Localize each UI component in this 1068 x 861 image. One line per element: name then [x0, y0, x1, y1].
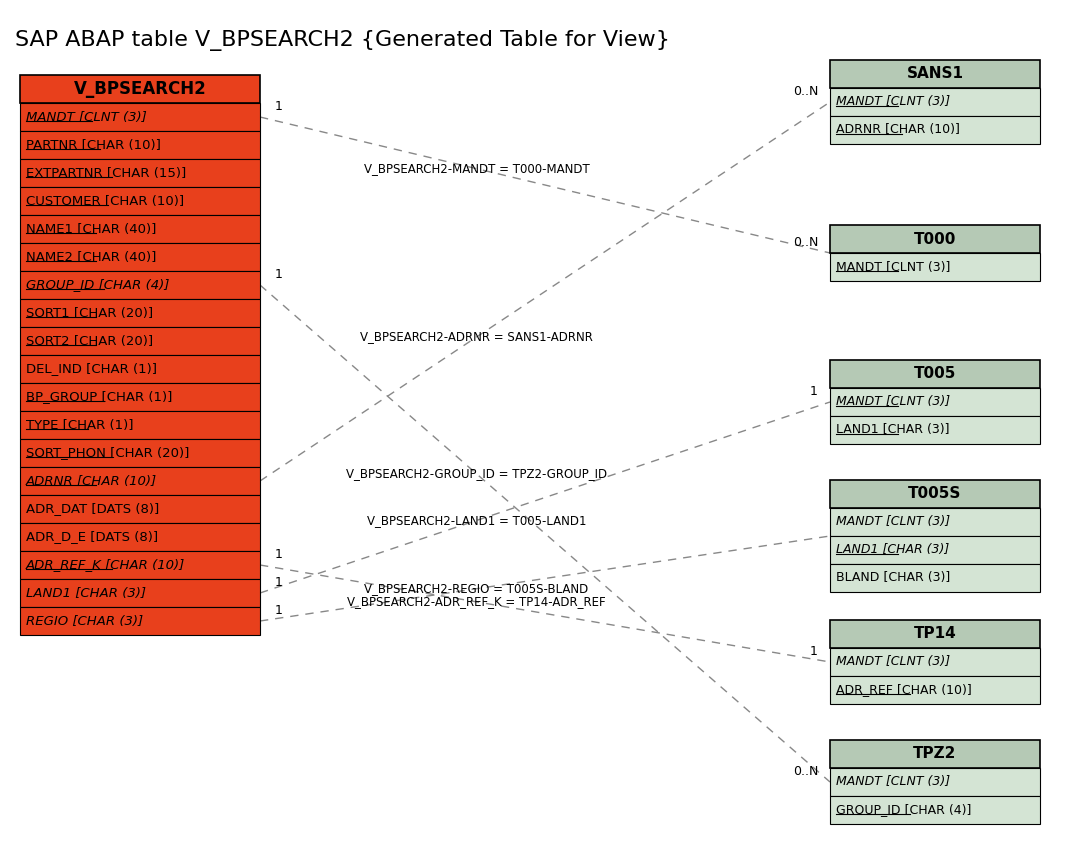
FancyBboxPatch shape: [830, 536, 1040, 564]
Text: NAME1 [CHAR (40)]: NAME1 [CHAR (40)]: [26, 222, 156, 236]
FancyBboxPatch shape: [830, 796, 1040, 824]
FancyBboxPatch shape: [20, 383, 260, 411]
FancyBboxPatch shape: [20, 215, 260, 243]
FancyBboxPatch shape: [830, 416, 1040, 444]
Text: V_BPSEARCH2-REGIO = T005S-BLAND: V_BPSEARCH2-REGIO = T005S-BLAND: [364, 582, 588, 595]
Text: SANS1: SANS1: [907, 66, 963, 82]
Text: 1: 1: [274, 604, 283, 617]
Text: 1: 1: [274, 548, 283, 561]
Text: EXTPARTNR [CHAR (15)]: EXTPARTNR [CHAR (15)]: [26, 166, 186, 179]
FancyBboxPatch shape: [20, 411, 260, 439]
Text: V_BPSEARCH2-ADR_REF_K = TP14-ADR_REF: V_BPSEARCH2-ADR_REF_K = TP14-ADR_REF: [347, 595, 606, 609]
FancyBboxPatch shape: [20, 299, 260, 327]
Text: MANDT [CLNT (3)]: MANDT [CLNT (3)]: [836, 776, 951, 789]
FancyBboxPatch shape: [830, 676, 1040, 704]
Text: ADR_DAT [DATS (8)]: ADR_DAT [DATS (8)]: [26, 503, 159, 516]
Text: MANDT [CLNT (3)]: MANDT [CLNT (3)]: [836, 395, 951, 408]
FancyBboxPatch shape: [20, 355, 260, 383]
FancyBboxPatch shape: [20, 495, 260, 523]
Text: 0..N: 0..N: [792, 765, 818, 778]
FancyBboxPatch shape: [20, 439, 260, 467]
Text: V_BPSEARCH2-LAND1 = T005-LAND1: V_BPSEARCH2-LAND1 = T005-LAND1: [366, 514, 586, 527]
Text: MANDT [CLNT (3)]: MANDT [CLNT (3)]: [836, 516, 951, 529]
Text: LAND1 [CHAR (3)]: LAND1 [CHAR (3)]: [26, 586, 146, 599]
FancyBboxPatch shape: [830, 116, 1040, 144]
Text: 0..N: 0..N: [792, 85, 818, 98]
FancyBboxPatch shape: [20, 579, 260, 607]
FancyBboxPatch shape: [830, 508, 1040, 536]
Text: V_BPSEARCH2: V_BPSEARCH2: [74, 80, 206, 98]
Text: MANDT [CLNT (3)]: MANDT [CLNT (3)]: [26, 110, 146, 123]
Text: NAME2 [CHAR (40)]: NAME2 [CHAR (40)]: [26, 251, 156, 263]
Text: SAP ABAP table V_BPSEARCH2 {Generated Table for View}: SAP ABAP table V_BPSEARCH2 {Generated Ta…: [15, 30, 670, 51]
FancyBboxPatch shape: [20, 271, 260, 299]
Text: T005S: T005S: [908, 486, 961, 501]
Text: TPZ2: TPZ2: [913, 746, 957, 761]
FancyBboxPatch shape: [20, 327, 260, 355]
Text: TYPE [CHAR (1)]: TYPE [CHAR (1)]: [26, 418, 134, 431]
Text: 1: 1: [274, 268, 283, 281]
Text: CUSTOMER [CHAR (10)]: CUSTOMER [CHAR (10)]: [26, 195, 184, 208]
FancyBboxPatch shape: [830, 88, 1040, 116]
Text: ADRNR [CHAR (10)]: ADRNR [CHAR (10)]: [26, 474, 157, 487]
FancyBboxPatch shape: [830, 388, 1040, 416]
FancyBboxPatch shape: [830, 480, 1040, 508]
Text: PARTNR [CHAR (10)]: PARTNR [CHAR (10)]: [26, 139, 161, 152]
Text: MANDT [CLNT (3)]: MANDT [CLNT (3)]: [836, 261, 951, 274]
Text: SORT_PHON [CHAR (20)]: SORT_PHON [CHAR (20)]: [26, 447, 189, 460]
Text: TP14: TP14: [913, 627, 956, 641]
Text: 1: 1: [811, 385, 818, 398]
Text: 1: 1: [811, 645, 818, 658]
FancyBboxPatch shape: [830, 768, 1040, 796]
Text: ADR_REF [CHAR (10)]: ADR_REF [CHAR (10)]: [836, 684, 972, 697]
FancyBboxPatch shape: [20, 131, 260, 159]
FancyBboxPatch shape: [20, 103, 260, 131]
Text: T005: T005: [914, 367, 956, 381]
FancyBboxPatch shape: [830, 740, 1040, 768]
Text: GROUP_ID [CHAR (4)]: GROUP_ID [CHAR (4)]: [836, 803, 972, 816]
Text: ADR_REF_K [CHAR (10)]: ADR_REF_K [CHAR (10)]: [26, 559, 185, 572]
Text: T000: T000: [914, 232, 956, 246]
Text: ADR_D_E [DATS (8)]: ADR_D_E [DATS (8)]: [26, 530, 158, 543]
Text: DEL_IND [CHAR (1)]: DEL_IND [CHAR (1)]: [26, 362, 157, 375]
Text: GROUP_ID [CHAR (4)]: GROUP_ID [CHAR (4)]: [26, 278, 170, 292]
Text: V_BPSEARCH2-ADRNR = SANS1-ADRNR: V_BPSEARCH2-ADRNR = SANS1-ADRNR: [360, 331, 593, 344]
FancyBboxPatch shape: [20, 159, 260, 187]
Text: SORT1 [CHAR (20)]: SORT1 [CHAR (20)]: [26, 307, 153, 319]
FancyBboxPatch shape: [830, 225, 1040, 253]
Text: ADRNR [CHAR (10)]: ADRNR [CHAR (10)]: [836, 123, 960, 137]
FancyBboxPatch shape: [830, 253, 1040, 281]
Text: 1: 1: [274, 576, 283, 589]
FancyBboxPatch shape: [830, 564, 1040, 592]
Text: REGIO [CHAR (3)]: REGIO [CHAR (3)]: [26, 615, 143, 628]
Text: 0..N: 0..N: [792, 236, 818, 249]
Text: V_BPSEARCH2-GROUP_ID = TPZ2-GROUP_ID: V_BPSEARCH2-GROUP_ID = TPZ2-GROUP_ID: [346, 468, 608, 480]
FancyBboxPatch shape: [830, 620, 1040, 648]
Text: MANDT [CLNT (3)]: MANDT [CLNT (3)]: [836, 96, 951, 108]
FancyBboxPatch shape: [20, 523, 260, 551]
FancyBboxPatch shape: [20, 75, 260, 103]
FancyBboxPatch shape: [20, 551, 260, 579]
Text: V_BPSEARCH2-MANDT = T000-MANDT: V_BPSEARCH2-MANDT = T000-MANDT: [364, 162, 590, 175]
FancyBboxPatch shape: [830, 648, 1040, 676]
FancyBboxPatch shape: [830, 360, 1040, 388]
FancyBboxPatch shape: [20, 243, 260, 271]
FancyBboxPatch shape: [20, 467, 260, 495]
FancyBboxPatch shape: [830, 60, 1040, 88]
Text: LAND1 [CHAR (3)]: LAND1 [CHAR (3)]: [836, 424, 949, 437]
FancyBboxPatch shape: [20, 187, 260, 215]
Text: BLAND [CHAR (3)]: BLAND [CHAR (3)]: [836, 572, 951, 585]
Text: SORT2 [CHAR (20)]: SORT2 [CHAR (20)]: [26, 335, 153, 348]
Text: BP_GROUP [CHAR (1)]: BP_GROUP [CHAR (1)]: [26, 391, 172, 404]
FancyBboxPatch shape: [20, 607, 260, 635]
Text: MANDT [CLNT (3)]: MANDT [CLNT (3)]: [836, 655, 951, 668]
Text: 1: 1: [274, 100, 283, 113]
Text: LAND1 [CHAR (3)]: LAND1 [CHAR (3)]: [836, 543, 949, 556]
